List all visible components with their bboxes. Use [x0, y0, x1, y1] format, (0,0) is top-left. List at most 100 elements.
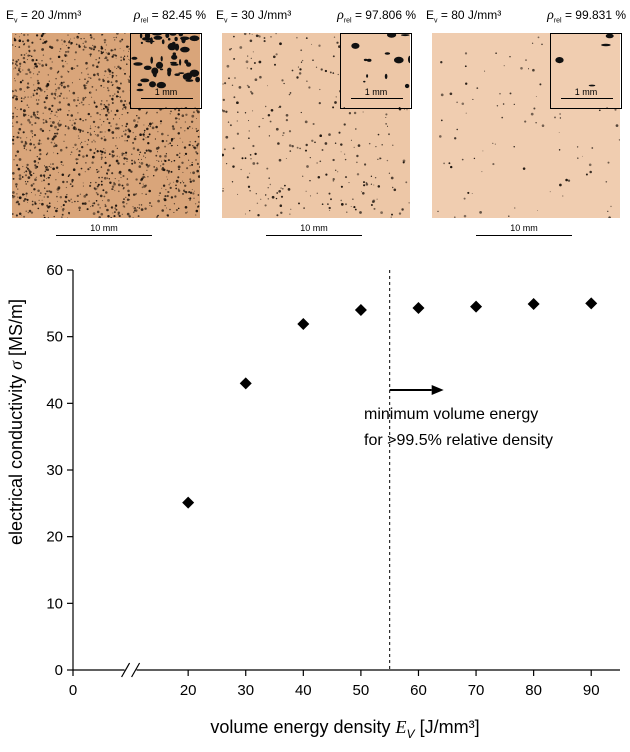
pore [75, 43, 78, 46]
pore [177, 132, 181, 135]
pore [190, 120, 194, 123]
pore [39, 88, 43, 92]
pore [27, 68, 31, 72]
pore [439, 135, 442, 138]
pore [137, 206, 139, 208]
pore [103, 107, 105, 110]
pore [312, 122, 315, 126]
pore [12, 191, 15, 194]
pore [170, 196, 174, 199]
pore [149, 122, 151, 124]
pore [195, 118, 197, 119]
annotation-line-2: for >99.5% relative density [364, 432, 553, 449]
pore [34, 116, 38, 119]
pore [100, 166, 103, 168]
pore [309, 180, 311, 182]
pore [303, 207, 305, 209]
pore [100, 100, 103, 102]
pore [126, 63, 128, 65]
pore [348, 182, 350, 184]
pore [188, 159, 190, 161]
pore [126, 198, 130, 201]
pore [42, 118, 45, 121]
pore [257, 35, 260, 37]
pore [84, 78, 86, 80]
pore [343, 123, 346, 126]
pore [279, 204, 283, 207]
pore [348, 112, 352, 115]
pore [17, 59, 20, 61]
pore [45, 169, 48, 171]
pore [105, 105, 108, 109]
pore [70, 198, 72, 201]
pore [437, 210, 439, 213]
pore [166, 214, 168, 216]
pore [137, 121, 139, 123]
pore [123, 198, 125, 200]
pore [124, 33, 126, 34]
pore [320, 68, 323, 71]
pore [43, 101, 46, 104]
pore [48, 165, 50, 168]
pore [43, 214, 45, 217]
pore [128, 194, 130, 197]
pore [275, 53, 278, 56]
pore [81, 72, 83, 74]
pore [36, 88, 39, 91]
pore [91, 204, 94, 207]
pore [115, 109, 119, 113]
pore [27, 212, 29, 214]
pore [100, 153, 103, 156]
pore [12, 112, 15, 115]
pore [144, 184, 148, 187]
pore [262, 117, 264, 120]
pore [558, 131, 560, 133]
pore [54, 132, 56, 135]
pore [27, 45, 31, 49]
pore [69, 183, 72, 185]
pore [35, 92, 39, 95]
pore [164, 195, 167, 198]
pore [108, 178, 110, 180]
pore [84, 171, 86, 173]
pore [178, 156, 181, 159]
pore [101, 176, 103, 179]
pore [34, 65, 37, 68]
pore [122, 108, 124, 110]
pore [107, 111, 110, 114]
pore [77, 158, 79, 160]
pore [119, 67, 122, 70]
pore [195, 128, 198, 130]
pore [332, 179, 335, 182]
pore [103, 176, 107, 180]
pore [398, 212, 402, 215]
pore [125, 154, 127, 156]
pore [117, 91, 119, 94]
pore [65, 60, 67, 63]
pore [167, 215, 169, 217]
pore [251, 33, 253, 35]
pore [109, 181, 112, 185]
data-point [585, 297, 598, 310]
pore [60, 206, 62, 208]
pore [50, 163, 52, 165]
pore [169, 182, 171, 184]
pore [463, 197, 466, 200]
pore [18, 177, 22, 181]
pore [161, 139, 165, 143]
pore [35, 34, 39, 37]
pore [484, 70, 486, 72]
pore [61, 209, 63, 211]
pore [19, 137, 22, 139]
inset-pore [408, 55, 410, 64]
pore [554, 116, 556, 119]
pore [456, 128, 458, 131]
pore [532, 68, 535, 72]
pore [43, 216, 46, 218]
pore [116, 147, 118, 149]
x-tick-label: 70 [468, 682, 485, 699]
pore [61, 216, 63, 218]
pore [78, 45, 81, 48]
pore [145, 149, 148, 152]
pore [340, 199, 342, 202]
